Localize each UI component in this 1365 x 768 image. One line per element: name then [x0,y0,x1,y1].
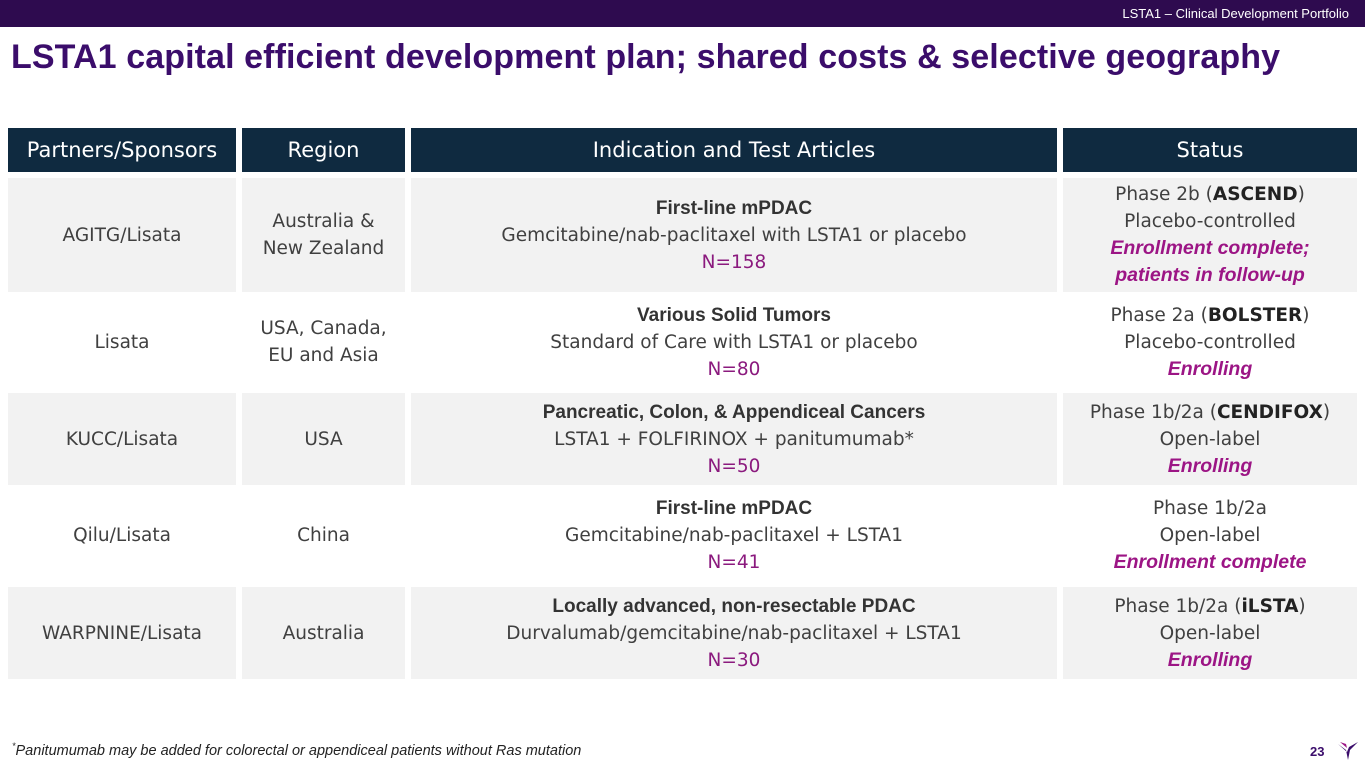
test-articles: Durvalumab/gemcitabine/nab-paclitaxel + … [506,622,962,644]
partner-name: KUCC/Lisata [65,428,179,450]
trial-name: iLSTA [1241,595,1299,617]
region-line: New Zealand [262,238,385,259]
sample-size: N=80 [707,358,761,380]
region-line: Australia [282,622,365,644]
partner-name: Qilu/Lisata [73,525,171,546]
phase: Phase 1b/2a [1153,498,1267,519]
trial-design: Open-label [1159,525,1261,546]
region-line: USA [304,428,343,450]
indication-title: First-line mPDAC [655,498,813,519]
test-articles: Gemcitabine/nab-paclitaxel with LSTA1 or… [501,224,967,246]
company-logo-icon [1338,742,1358,760]
phase: Phase 2b (ASCEND) [1115,184,1305,205]
sample-size: N=30 [707,649,761,671]
indication-title: Various Solid Tumors [637,304,831,326]
enrollment-status: Enrolling [1167,648,1253,671]
region-cell: China [242,491,405,580]
footnote: *Panitumumab may be added for colorectal… [12,741,582,759]
phase: Phase 1b/2a (iLSTA) [1114,595,1306,617]
enrollment-status: patients in follow-up [1115,264,1305,286]
indication-title: Locally advanced, non-resectable PDAC [552,595,916,617]
enrollment-status: Enrolling [1167,357,1253,380]
enrollment-status: Enrollment complete [1113,551,1307,573]
status-cell: Phase 1b/2a (iLSTA) Open-label Enrolling [1063,587,1357,679]
region-line: China [297,525,350,546]
region-cell: Australia & New Zealand [242,178,405,292]
partner-name: AGITG/Lisata [62,224,182,246]
region-cell: USA [242,393,405,485]
trial-design: Placebo-controlled [1124,211,1296,232]
document-title: LSTA1 – Clinical Development Portfolio [1122,6,1349,21]
indication-cell: First-line mPDAC Gemcitabine/nab-paclita… [411,178,1057,292]
partner-cell: KUCC/Lisata [8,393,236,485]
trial-name: CENDIFOX [1216,401,1323,423]
region-line: USA, Canada, [260,318,387,339]
indication-title: First-line mPDAC [655,197,813,219]
partner-name: Lisata [94,331,150,353]
indication-cell: First-line mPDAC Gemcitabine/nab-paclita… [411,491,1057,580]
partner-cell: Lisata [8,298,236,386]
indication-title: Pancreatic, Colon, & Appendiceal Cancers [542,401,926,423]
status-cell: Phase 1b/2a Open-label Enrollment comple… [1063,491,1357,580]
trial-name: BOLSTER [1207,304,1303,326]
top-bar: LSTA1 – Clinical Development Portfolio [0,0,1365,27]
test-articles: Standard of Care with LSTA1 or placebo [550,331,918,353]
trial-design: Open-label [1159,428,1261,450]
indication-cell: Locally advanced, non-resectable PDAC Du… [411,587,1057,679]
status-cell: Phase 2b (ASCEND) Placebo-controlled Enr… [1063,178,1357,292]
partner-cell: WARPNINE/Lisata [8,587,236,679]
partner-name: WARPNINE/Lisata [41,622,202,644]
trial-name: ASCEND [1212,184,1298,205]
region-cell: USA, Canada, EU and Asia [242,298,405,386]
phase: Phase 1b/2a (CENDIFOX) [1089,401,1331,423]
column-header-region: Region [242,128,405,172]
sample-size: N=158 [701,251,767,273]
sample-size: N=41 [707,552,761,573]
region-cell: Australia [242,587,405,679]
status-cell: Phase 2a (BOLSTER) Placebo-controlled En… [1063,298,1357,386]
partner-cell: AGITG/Lisata [8,178,236,292]
trial-design: Open-label [1159,622,1261,644]
indication-cell: Various Solid Tumors Standard of Care wi… [411,298,1057,386]
column-header-indication: Indication and Test Articles [411,128,1057,172]
column-header-partners: Partners/Sponsors [8,128,236,172]
indication-cell: Pancreatic, Colon, & Appendiceal Cancers… [411,393,1057,485]
region-line: Australia & [272,211,375,232]
region-line: EU and Asia [268,345,379,366]
slide-title: LSTA1 capital efficient development plan… [11,38,1281,76]
partner-cell: Qilu/Lisata [8,491,236,580]
page-number: 23 [1310,744,1325,759]
sample-size: N=50 [707,455,761,477]
column-header-status: Status [1063,128,1357,172]
trial-design: Placebo-controlled [1124,331,1296,353]
enrollment-status: Enrollment complete; [1110,237,1310,259]
phase: Phase 2a (BOLSTER) [1110,304,1310,326]
enrollment-status: Enrolling [1167,454,1253,477]
test-articles: LSTA1 + FOLFIRINOX + panitumumab* [554,428,914,450]
test-articles: Gemcitabine/nab-paclitaxel + LSTA1 [565,525,903,546]
status-cell: Phase 1b/2a (CENDIFOX) Open-label Enroll… [1063,393,1357,485]
